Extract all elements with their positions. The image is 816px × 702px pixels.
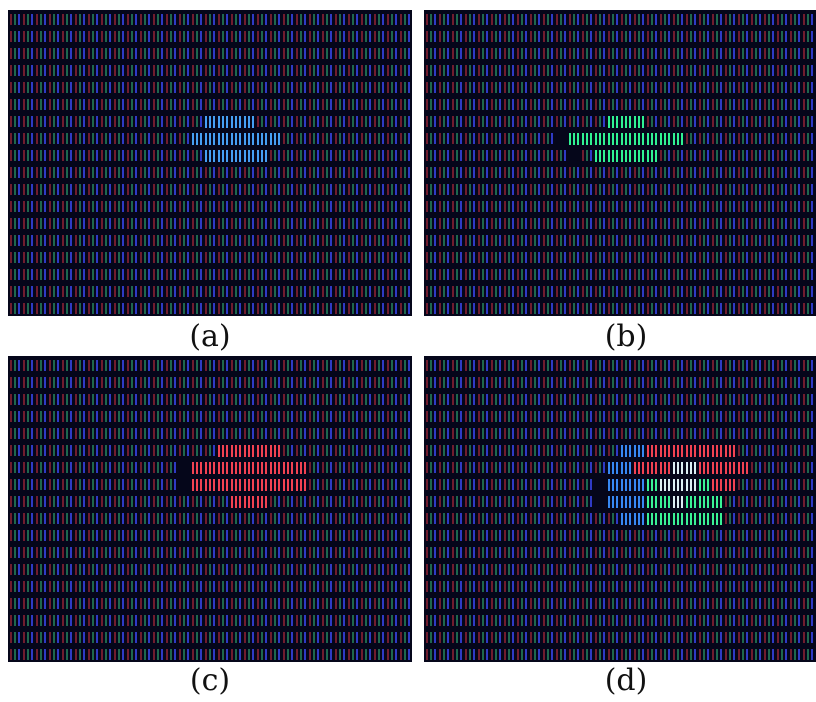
panel-d-photo — [424, 356, 816, 662]
panel-b-photo — [424, 10, 816, 316]
subpixel-grid-a — [8, 10, 412, 316]
subpixel-grid-b — [424, 10, 816, 316]
panel-a-photo — [8, 10, 412, 316]
subpixel-grid-c — [8, 356, 412, 662]
caption-c: (c) — [189, 663, 231, 698]
subpixel-grid-d — [424, 356, 816, 662]
panel-c-photo — [8, 356, 412, 662]
caption-b: (b) — [604, 319, 648, 354]
caption-a: (a) — [189, 319, 231, 354]
caption-d: (d) — [604, 663, 648, 698]
